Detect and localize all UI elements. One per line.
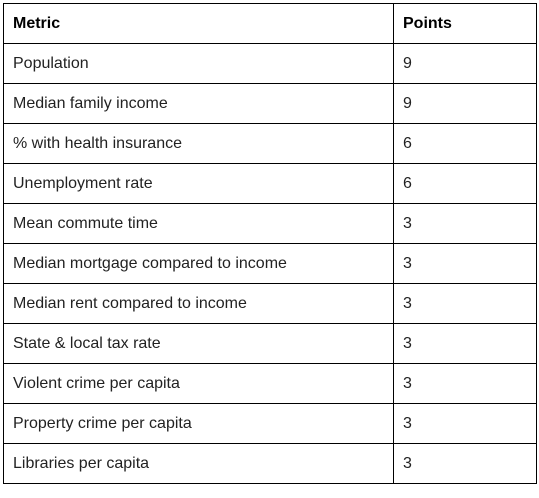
table-container: Metric Points Population 9 Median family… <box>3 3 537 484</box>
points-cell: 6 <box>393 123 537 164</box>
metric-cell: % with health insurance <box>3 123 394 164</box>
header-row: Metric Points <box>3 3 537 44</box>
metric-cell: Property crime per capita <box>3 403 394 444</box>
table-row: State & local tax rate 3 <box>3 323 537 364</box>
table-row: Property crime per capita 3 <box>3 403 537 444</box>
table-row: Population 9 <box>3 43 537 84</box>
points-cell: 3 <box>393 203 537 244</box>
points-cell: 3 <box>393 443 537 484</box>
points-cell: 9 <box>393 83 537 124</box>
column-header-metric: Metric <box>3 3 394 44</box>
table-row: Mean commute time 3 <box>3 203 537 244</box>
points-cell: 6 <box>393 163 537 204</box>
table-row: Median rent compared to income 3 <box>3 283 537 324</box>
metric-cell: State & local tax rate <box>3 323 394 364</box>
points-cell: 3 <box>393 403 537 444</box>
metric-cell: Population <box>3 43 394 84</box>
metric-cell: Median mortgage compared to income <box>3 243 394 284</box>
table-row: % with health insurance 6 <box>3 123 537 164</box>
metrics-table: Metric Points Population 9 Median family… <box>3 3 537 484</box>
metric-cell: Violent crime per capita <box>3 363 394 404</box>
table-row: Libraries per capita 3 <box>3 443 537 484</box>
points-cell: 3 <box>393 243 537 284</box>
metric-cell: Median family income <box>3 83 394 124</box>
table-row: Median family income 9 <box>3 83 537 124</box>
points-cell: 3 <box>393 363 537 404</box>
table-row: Violent crime per capita 3 <box>3 363 537 404</box>
table-row: Median mortgage compared to income 3 <box>3 243 537 284</box>
table-row: Unemployment rate 6 <box>3 163 537 204</box>
metric-cell: Mean commute time <box>3 203 394 244</box>
points-cell: 3 <box>393 283 537 324</box>
column-header-points: Points <box>393 3 537 44</box>
metric-cell: Libraries per capita <box>3 443 394 484</box>
points-cell: 3 <box>393 323 537 364</box>
metric-cell: Median rent compared to income <box>3 283 394 324</box>
points-cell: 9 <box>393 43 537 84</box>
metric-cell: Unemployment rate <box>3 163 394 204</box>
